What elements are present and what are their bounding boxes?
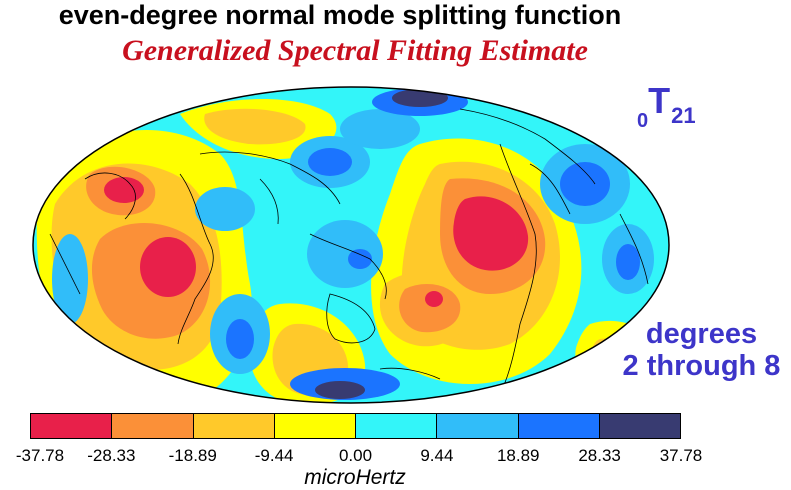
degrees-line2: 2 through 8 <box>622 350 781 382</box>
colorbar-segment <box>193 414 275 438</box>
colorbar-tick-label: 0.00 <box>338 446 373 465</box>
anomaly-lightblue-2 <box>195 187 255 231</box>
figure-subtitle: Generalized Spectral Fitting Estimate <box>122 34 588 67</box>
anomaly-blue-3 <box>226 319 254 359</box>
anomaly-navy-south <box>315 381 365 399</box>
anomaly-blue-8 <box>51 324 79 364</box>
degrees-line1: degrees <box>645 318 758 350</box>
figure-title: even-degree normal mode splitting functi… <box>58 0 622 30</box>
colorbar-tick-label: -9.44 <box>254 446 294 465</box>
colorbar-segment <box>437 414 519 438</box>
anomaly-red-arabia <box>104 177 144 203</box>
anomaly-blue-4 <box>616 244 640 280</box>
anomaly-red-pacific <box>453 196 529 271</box>
anomaly-orange-southpacific <box>399 284 461 333</box>
anomaly-navy-north <box>392 89 448 107</box>
anomaly-blue-5 <box>348 249 372 269</box>
anomaly-lightblue-8 <box>340 109 420 149</box>
mode-main: T <box>648 80 671 121</box>
colorbar-tick-label: -18.89 <box>168 446 217 465</box>
anomaly-red-africa <box>140 237 196 297</box>
colorbar-unit: microHertz <box>304 466 406 489</box>
colorbar-tick-label: 28.33 <box>578 446 621 465</box>
anomaly-blue-2 <box>560 162 610 206</box>
anomaly-gold-eurasia <box>204 108 306 145</box>
colorbar-tick-label: 18.89 <box>496 446 540 465</box>
colorbar <box>30 413 681 439</box>
colorbar-tick-label: 9.44 <box>420 446 454 465</box>
colorbar-tick-label: 37.78 <box>659 446 703 465</box>
map-outline <box>32 86 670 404</box>
colorbar-segment <box>518 414 600 438</box>
coastlines <box>49 108 649 395</box>
anomaly-red-southpacific <box>425 291 443 307</box>
colorbar-segment <box>274 414 356 438</box>
splitting-function-map <box>32 86 670 404</box>
anomaly-lightblue-3 <box>307 220 383 288</box>
colorbar-segment <box>599 414 680 438</box>
colorbar-segment <box>356 414 438 438</box>
anomaly-blue-1 <box>308 148 352 176</box>
degrees-label: degrees 2 through 8 <box>612 318 791 382</box>
mode-label: 0T21 <box>637 80 696 132</box>
colorbar-segment <box>31 414 113 438</box>
colorbar-tick-label: -28.33 <box>87 446 136 465</box>
colorbar-segment <box>112 414 194 438</box>
mode-subscript: 21 <box>671 103 696 128</box>
mode-prefix: 0 <box>637 110 649 132</box>
anomaly-lightblue-7 <box>52 234 88 324</box>
colorbar-tick-label: -37.78 <box>15 446 65 465</box>
